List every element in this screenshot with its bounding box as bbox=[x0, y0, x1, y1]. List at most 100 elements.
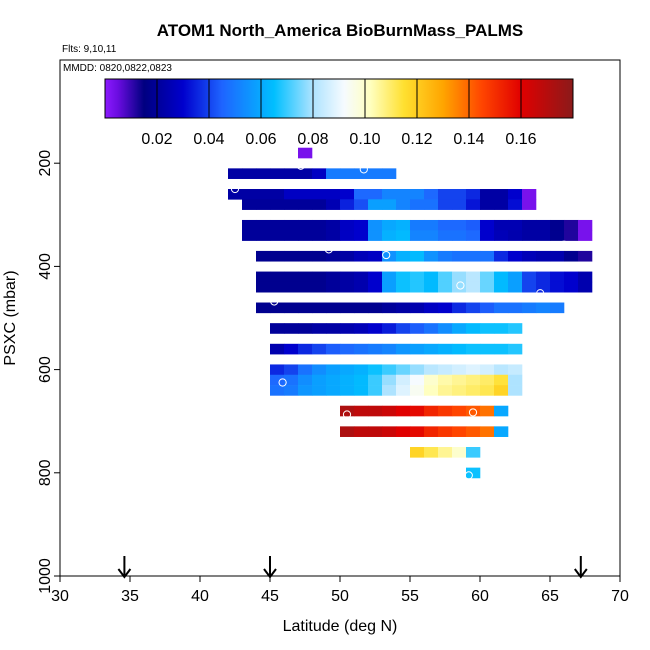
heatmap-cell bbox=[452, 271, 467, 283]
heatmap-cell bbox=[354, 323, 369, 334]
heatmap-cell bbox=[270, 374, 285, 386]
heatmap-cell bbox=[396, 385, 411, 396]
heatmap-cell bbox=[298, 147, 313, 159]
heatmap-cell bbox=[438, 189, 453, 200]
heatmap-cell bbox=[256, 199, 271, 210]
heatmap-cell bbox=[228, 168, 243, 179]
heatmap-cell bbox=[354, 302, 369, 314]
heatmap-cell bbox=[312, 168, 327, 179]
heatmap-cell bbox=[396, 219, 411, 231]
heatmap-cell bbox=[466, 199, 481, 210]
heatmap-cell bbox=[368, 426, 383, 437]
heatmap-cell bbox=[298, 189, 313, 200]
arrow-head bbox=[117, 568, 132, 579]
x-tick-label: 50 bbox=[331, 588, 349, 605]
heatmap-cell bbox=[340, 426, 355, 437]
heatmap-cell bbox=[480, 426, 495, 437]
sample-point bbox=[342, 410, 352, 419]
heatmap-cell bbox=[424, 189, 439, 200]
heatmap-cell bbox=[466, 302, 481, 314]
heatmap-cell bbox=[312, 323, 327, 334]
heatmap-cell bbox=[326, 374, 341, 386]
heatmap-cell bbox=[256, 302, 271, 314]
heatmap-cell bbox=[354, 374, 369, 386]
heatmap-cell bbox=[438, 271, 453, 283]
heatmap-cell bbox=[494, 323, 509, 334]
heatmap-cell bbox=[256, 250, 271, 262]
heatmap-cell bbox=[298, 281, 313, 293]
heatmap-cell bbox=[410, 271, 425, 283]
heatmap-cell bbox=[564, 250, 579, 262]
heatmap-cell bbox=[368, 281, 383, 293]
heatmap-cell bbox=[438, 426, 453, 437]
heatmap-cell bbox=[466, 364, 481, 376]
heatmap-cell bbox=[494, 426, 509, 437]
colorbar-tick-label: 0.10 bbox=[349, 131, 380, 148]
heatmap-cell bbox=[410, 323, 425, 334]
colorbar-tick-label: 0.08 bbox=[297, 131, 328, 148]
heatmap-cell bbox=[270, 250, 285, 262]
heatmap-cell bbox=[382, 281, 397, 293]
heatmap-cell bbox=[494, 281, 509, 293]
heatmap-cell bbox=[564, 271, 579, 283]
heatmap-cell bbox=[312, 374, 327, 386]
heatmap-cell bbox=[438, 385, 453, 396]
heatmap-cell bbox=[270, 219, 285, 231]
heatmap-cell bbox=[368, 323, 383, 334]
heatmap-cell bbox=[424, 219, 439, 231]
heatmap-cell bbox=[508, 343, 523, 355]
heatmap-cell bbox=[340, 271, 355, 283]
heatmap-cell bbox=[354, 343, 369, 355]
heatmap-cell bbox=[536, 230, 551, 241]
heatmap-cell bbox=[578, 271, 593, 283]
heatmap-cell bbox=[466, 405, 481, 417]
heatmap-cell bbox=[326, 343, 341, 355]
heatmap-cell bbox=[326, 199, 341, 210]
heatmap-cell bbox=[368, 168, 383, 179]
heatmap-cell bbox=[480, 385, 495, 396]
heatmap-cell bbox=[340, 374, 355, 386]
heatmap-cell bbox=[298, 168, 313, 179]
heatmap-cell bbox=[494, 189, 509, 200]
heatmap-cell bbox=[354, 364, 369, 376]
heatmap-cell bbox=[368, 189, 383, 200]
y-tick-label: 200 bbox=[37, 150, 54, 177]
heatmap-cell bbox=[410, 405, 425, 417]
heatmap-cell bbox=[396, 302, 411, 314]
latitude-arrow bbox=[117, 556, 132, 579]
heatmap-cell bbox=[312, 250, 327, 262]
colorbar-tick-label: 0.02 bbox=[141, 131, 172, 148]
heatmap-cell bbox=[340, 168, 355, 179]
heatmap-cell bbox=[396, 199, 411, 210]
heatmap-cell bbox=[354, 230, 369, 241]
heatmap-cell bbox=[452, 323, 467, 334]
heatmap-cell bbox=[578, 281, 593, 293]
sample-point bbox=[382, 250, 391, 260]
heatmap-cell bbox=[326, 302, 341, 314]
heatmap-cell bbox=[298, 250, 313, 262]
heatmap-cell bbox=[312, 281, 327, 293]
heatmap-cell bbox=[256, 281, 271, 293]
heatmap-cell bbox=[452, 219, 467, 231]
heatmap-cell bbox=[466, 385, 481, 396]
heatmap-cell bbox=[424, 447, 439, 458]
heatmap-cell bbox=[284, 281, 299, 293]
heatmap-cell bbox=[368, 219, 383, 231]
heatmap-cell bbox=[326, 230, 341, 241]
heatmap-cell bbox=[522, 199, 537, 210]
heatmap-cell bbox=[508, 189, 523, 200]
heatmap-cell bbox=[396, 374, 411, 386]
heatmap-cell bbox=[480, 323, 495, 334]
x-tick-label: 30 bbox=[51, 588, 69, 605]
heatmap-cell bbox=[438, 219, 453, 231]
heatmap-cell bbox=[382, 189, 397, 200]
heatmap-cell bbox=[270, 343, 285, 355]
sample-points bbox=[230, 161, 569, 480]
heatmap-cell bbox=[354, 426, 369, 437]
heatmap-cell bbox=[438, 250, 453, 262]
heatmap-cell bbox=[382, 364, 397, 376]
heatmap-cell bbox=[382, 323, 397, 334]
heatmap-cell bbox=[368, 271, 383, 283]
heatmap-cell bbox=[368, 364, 383, 376]
heatmap-cell bbox=[466, 447, 481, 458]
